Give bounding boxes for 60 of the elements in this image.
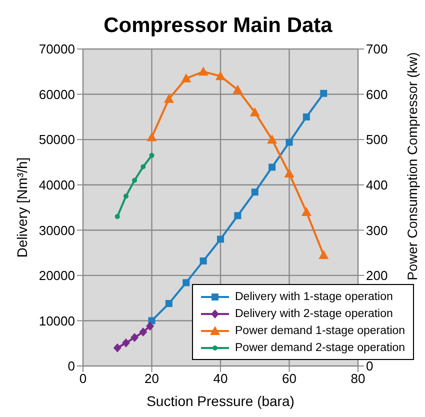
y-tick-label: 20000 bbox=[38, 268, 75, 284]
legend-label: Power demand 2-stage operation bbox=[235, 342, 406, 354]
point bbox=[146, 322, 154, 331]
point bbox=[165, 300, 172, 308]
point bbox=[232, 84, 243, 94]
x-tick-label: 40 bbox=[213, 371, 228, 386]
point bbox=[146, 132, 157, 142]
legend-label: Power demand 1-stage operation bbox=[235, 324, 406, 336]
point bbox=[267, 134, 278, 144]
y-tick-label: 70000 bbox=[38, 42, 75, 57]
point bbox=[302, 113, 310, 120]
point bbox=[217, 236, 224, 243]
point bbox=[113, 343, 122, 352]
x-tick-label: 20 bbox=[144, 371, 159, 386]
point bbox=[123, 194, 128, 199]
point bbox=[251, 188, 258, 196]
y2-axis-title: Power Consumption Compressor (kw) bbox=[405, 52, 420, 280]
x-tick-label: 0 bbox=[79, 371, 87, 386]
y2-tick-label: 300 bbox=[366, 222, 388, 238]
y2-tick-label: 400 bbox=[366, 177, 388, 192]
point bbox=[284, 168, 294, 178]
y-tick-label: 60000 bbox=[38, 86, 75, 102]
y-tick-label: 10000 bbox=[38, 313, 75, 328]
y-tick-label: 0 bbox=[68, 358, 75, 374]
y2-tick-label: 200 bbox=[366, 268, 388, 284]
point bbox=[181, 73, 192, 82]
point bbox=[320, 90, 328, 97]
chart-title: Compressor Main Data bbox=[102, 14, 334, 38]
y-tick-label: 40000 bbox=[38, 177, 75, 192]
x-tick-label: 80 bbox=[350, 371, 366, 386]
point bbox=[182, 279, 190, 286]
y2-tick-label: 700 bbox=[366, 42, 388, 57]
point bbox=[286, 138, 293, 146]
point bbox=[318, 250, 329, 260]
point bbox=[216, 71, 226, 80]
point bbox=[122, 338, 130, 348]
y-axis-title: Delivery [Nm³/h] bbox=[14, 157, 30, 258]
x-tick-label: 60 bbox=[282, 371, 296, 386]
y-tick-label: 30000 bbox=[38, 222, 75, 238]
point bbox=[140, 164, 146, 170]
point bbox=[200, 257, 207, 264]
point bbox=[268, 164, 276, 171]
point bbox=[198, 66, 208, 76]
point bbox=[130, 332, 139, 342]
y2-tick-label: 600 bbox=[366, 86, 388, 102]
point bbox=[234, 212, 242, 220]
y-tick-label: 50000 bbox=[38, 132, 75, 148]
x-axis-title: Suction Pressure (bara) bbox=[146, 393, 294, 409]
y2-tick-label: 0 bbox=[366, 358, 374, 374]
point bbox=[250, 107, 260, 116]
point bbox=[139, 328, 148, 337]
point bbox=[301, 207, 312, 216]
point bbox=[149, 152, 154, 158]
point bbox=[132, 178, 138, 183]
legend-label: Delivery with 1-stage operation bbox=[235, 290, 393, 302]
point bbox=[114, 214, 120, 220]
y2-tick-label: 500 bbox=[366, 132, 388, 148]
legend-label: Delivery with 2-stage operation bbox=[235, 308, 393, 320]
point bbox=[164, 94, 174, 103]
point bbox=[148, 317, 156, 324]
